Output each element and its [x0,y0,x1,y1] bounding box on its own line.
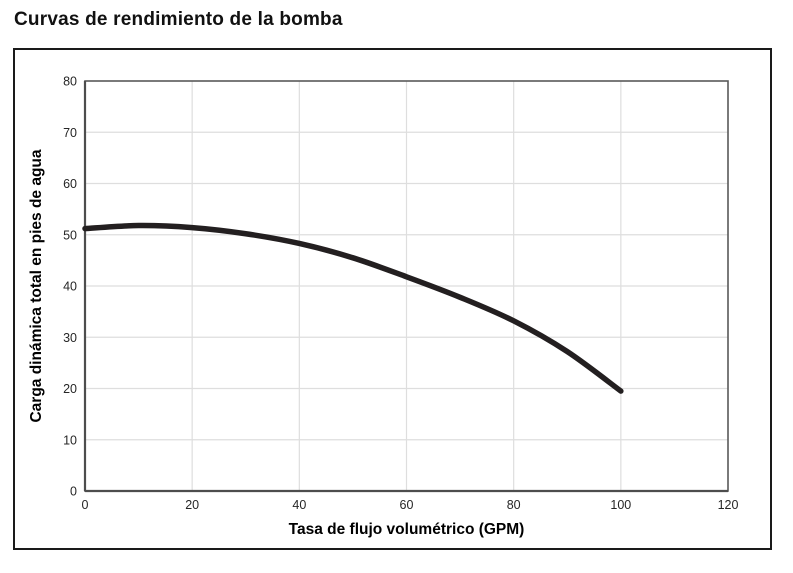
y-tick-label: 0 [70,485,77,499]
y-tick-label: 30 [63,331,77,345]
y-tick-label: 60 [63,177,77,191]
x-tick-label: 120 [718,498,739,512]
x-axis-title: Tasa de flujo volumétrico (GPM) [289,521,525,538]
x-tick-label: 20 [185,498,199,512]
x-tick-label: 60 [400,498,414,512]
y-tick-label: 80 [63,75,77,89]
chart-title: Curvas de rendimiento de la bomba [14,9,343,30]
y-tick-label: 20 [63,382,77,396]
y-axis-title: Carga dinámica total en pies de agua [28,149,45,422]
x-tick-label: 80 [507,498,521,512]
pump-performance-chart: 0 20 40 60 80 100 120 0 10 20 30 40 50 60 70 80 Tasa de … [28,75,739,539]
y-tick-label: 10 [63,433,77,447]
x-tick-label: 40 [292,498,306,512]
x-tick-label: 100 [610,498,631,512]
y-tick-label: 40 [63,280,77,294]
x-tick-label: 0 [82,498,89,512]
chart-frame: 0 20 40 60 80 100 120 0 10 20 30 40 50 60 70 80 Tasa de … [13,48,772,550]
y-tick-label: 50 [63,228,77,242]
pump-curve-line [82,222,624,394]
y-tick-label: 70 [63,126,77,140]
